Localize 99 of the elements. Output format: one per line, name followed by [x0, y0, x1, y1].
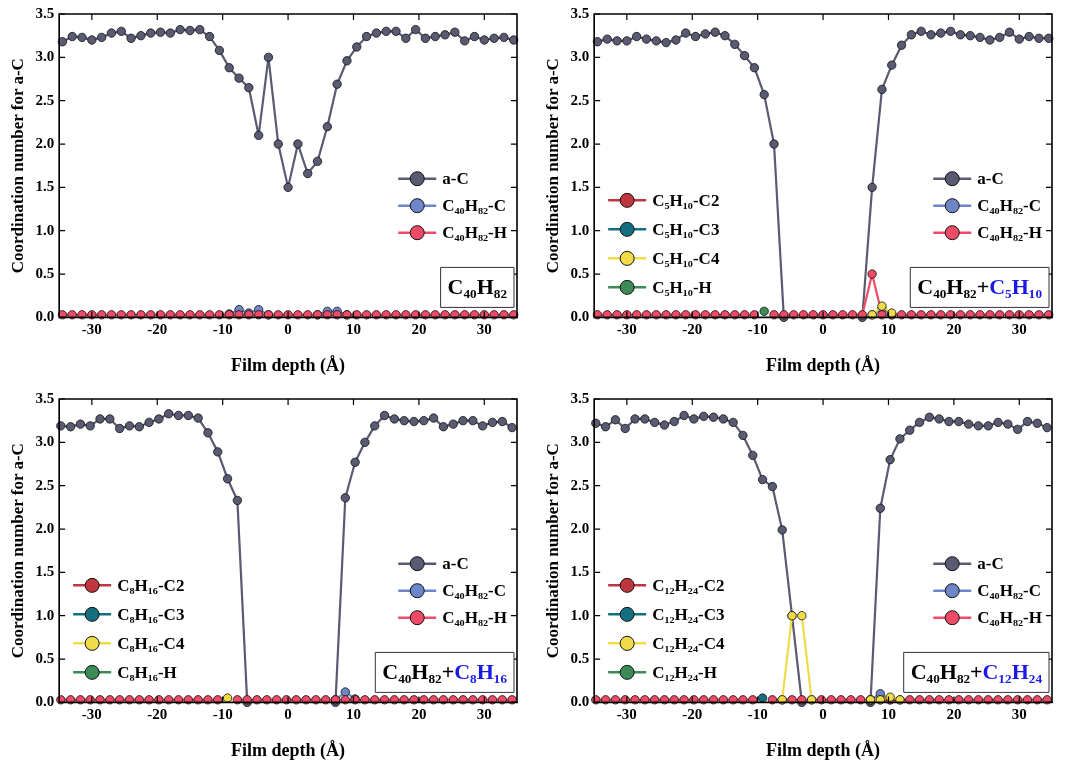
x-tick-label: 10	[880, 706, 896, 723]
x-axis-title: Film depth (Å)	[766, 354, 881, 376]
y-tick-label: 0.5	[570, 649, 590, 666]
y-tick-label: 0.5	[35, 264, 55, 281]
x-axis-title: Film depth (Å)	[231, 739, 346, 761]
annotation: C₈H₁₆	[454, 659, 508, 685]
legend-label: a-C	[442, 554, 469, 574]
x-tick-label: -30	[616, 321, 637, 338]
x-tick-label: 10	[345, 706, 361, 723]
legend-label: C₄₀H₈₂-H	[977, 608, 1043, 628]
x-tick-label: -30	[81, 321, 102, 338]
y-tick-label: 3.5	[570, 4, 590, 21]
y-tick-label: 2.0	[35, 134, 55, 151]
y-axis-title: Coordination number for a-C	[542, 443, 562, 659]
x-tick-label: 0	[819, 706, 827, 723]
legend-label: C₄₀H₈₂-C	[442, 581, 507, 601]
legend-label: C₅H₁₀-H	[652, 277, 712, 297]
y-tick-label: 2.0	[570, 134, 590, 151]
x-tick-label: -10	[747, 321, 768, 338]
y-tick-label: 2.5	[35, 91, 55, 108]
x-tick-label: 20	[411, 706, 427, 723]
legend-label: C₁₂H₂₄-C2	[652, 575, 725, 595]
y-axis-title: Coordination number for a-C	[7, 58, 27, 274]
y-tick-label: 0.0	[35, 308, 55, 325]
legend-label: C₈H₁₆-C4	[117, 633, 185, 653]
legend-label: C₄₀H₈₂-C	[977, 581, 1042, 601]
annotation: C₄₀H₈₂	[447, 274, 508, 300]
y-tick-label: 0.0	[35, 693, 55, 710]
legend-label: C₅H₁₀-C4	[652, 248, 720, 268]
y-tick-label: 3.0	[570, 48, 590, 65]
legend-label: C₄₀H₈₂-C	[442, 196, 507, 216]
y-tick-label: 1.5	[35, 563, 55, 580]
x-tick-label: -10	[747, 706, 768, 723]
x-tick-label: -30	[616, 706, 637, 723]
legend-label: C₄₀H₈₂-H	[977, 223, 1043, 243]
x-tick-label: 0	[819, 321, 827, 338]
y-tick-label: 3.0	[570, 433, 590, 450]
annotation: C₅H₁₀	[989, 274, 1043, 300]
x-tick-label: -20	[682, 706, 703, 723]
y-tick-label: 2.0	[570, 519, 590, 536]
x-axis-title: Film depth (Å)	[766, 739, 881, 761]
legend-label: C₄₀H₈₂-H	[442, 608, 508, 628]
y-tick-label: 3.5	[570, 389, 590, 406]
x-tick-label: 10	[345, 321, 361, 338]
x-tick-label: -10	[212, 706, 233, 723]
x-tick-label: -20	[682, 321, 703, 338]
y-tick-label: 0.0	[570, 308, 590, 325]
annotation: C₄₀H₈₂+	[917, 274, 990, 300]
y-tick-label: 0.5	[35, 649, 55, 666]
legend-label: C₁₂H₂₄-H	[652, 662, 717, 682]
legend-label: C₅H₁₀-C2	[652, 190, 720, 210]
legend-label: a-C	[442, 169, 469, 189]
legend-label: a-C	[977, 169, 1004, 189]
y-tick-label: 0.5	[570, 264, 590, 281]
x-tick-label: 20	[946, 321, 962, 338]
y-tick-label: 0.0	[570, 693, 590, 710]
x-tick-label: -10	[212, 321, 233, 338]
x-tick-label: 30	[476, 321, 492, 338]
x-tick-label: 0	[284, 706, 292, 723]
y-tick-label: 2.5	[570, 91, 590, 108]
y-tick-label: 1.5	[35, 178, 55, 195]
annotation: C₄₀H₈₂+	[382, 659, 455, 685]
y-tick-label: 3.0	[35, 433, 55, 450]
y-tick-label: 1.5	[570, 563, 590, 580]
legend-label: C₈H₁₆-H	[117, 662, 177, 682]
annotation: C₄₀H₈₂+	[910, 659, 983, 685]
x-tick-label: -30	[81, 706, 102, 723]
legend-label: C₈H₁₆-C3	[117, 604, 185, 624]
y-tick-label: 1.0	[570, 606, 590, 623]
x-tick-label: 0	[284, 321, 292, 338]
y-tick-label: 2.0	[35, 519, 55, 536]
y-tick-label: 3.5	[35, 389, 55, 406]
y-tick-label: 2.5	[570, 476, 590, 493]
y-axis-title: Coordination number for a-C	[542, 58, 562, 274]
y-tick-label: 1.0	[35, 221, 55, 238]
y-tick-label: 3.0	[35, 48, 55, 65]
y-tick-label: 3.5	[35, 4, 55, 21]
legend-label: C₁₂H₂₄-C3	[652, 604, 725, 624]
y-tick-label: 1.0	[35, 606, 55, 623]
y-tick-label: 2.5	[35, 476, 55, 493]
y-axis-title: Coordination number for a-C	[7, 443, 27, 659]
legend-label: C₁₂H₂₄-C4	[652, 633, 725, 653]
x-tick-label: 30	[1011, 706, 1027, 723]
annotation: C₁₂H₂₄	[982, 659, 1043, 685]
x-tick-label: 30	[1011, 321, 1027, 338]
x-tick-label: 10	[880, 321, 896, 338]
legend-label: C₄₀H₈₂-H	[442, 223, 508, 243]
legend-label: C₈H₁₆-C2	[117, 575, 185, 595]
x-axis-title: Film depth (Å)	[231, 354, 346, 376]
legend-label: a-C	[977, 554, 1004, 574]
x-tick-label: -20	[147, 706, 168, 723]
legend-label: C₄₀H₈₂-C	[977, 196, 1042, 216]
x-tick-label: 20	[411, 321, 427, 338]
legend-label: C₅H₁₀-C3	[652, 219, 720, 239]
y-tick-label: 1.0	[570, 221, 590, 238]
x-tick-label: 20	[946, 706, 962, 723]
x-tick-label: -20	[147, 321, 168, 338]
x-tick-label: 30	[476, 706, 492, 723]
y-tick-label: 1.5	[570, 178, 590, 195]
